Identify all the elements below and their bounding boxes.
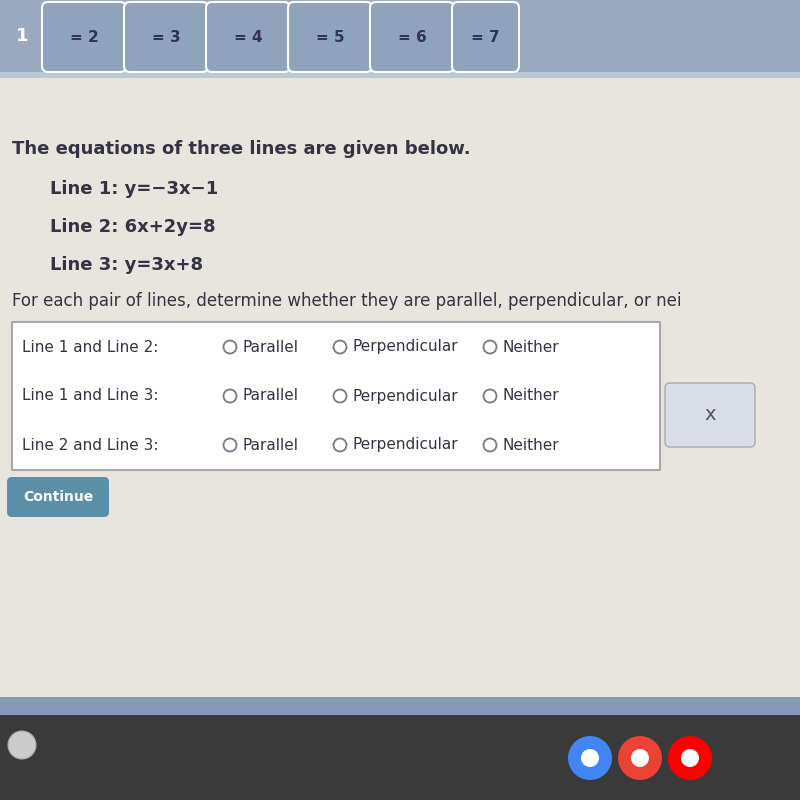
Circle shape xyxy=(223,438,237,451)
FancyBboxPatch shape xyxy=(665,383,755,447)
Circle shape xyxy=(223,390,237,402)
FancyBboxPatch shape xyxy=(288,2,372,72)
FancyBboxPatch shape xyxy=(0,715,800,800)
Circle shape xyxy=(8,731,36,759)
Text: Line 2 and Line 3:: Line 2 and Line 3: xyxy=(22,438,158,453)
Circle shape xyxy=(631,749,649,767)
Circle shape xyxy=(681,749,699,767)
Text: Parallel: Parallel xyxy=(242,438,298,453)
Text: = 7: = 7 xyxy=(471,30,500,45)
FancyBboxPatch shape xyxy=(452,2,519,72)
Text: Line 1: y=−3x−1: Line 1: y=−3x−1 xyxy=(50,180,218,198)
FancyBboxPatch shape xyxy=(12,322,660,470)
Text: x: x xyxy=(704,406,716,425)
FancyBboxPatch shape xyxy=(124,2,208,72)
Circle shape xyxy=(483,438,497,451)
Circle shape xyxy=(483,341,497,354)
Text: = 4: = 4 xyxy=(234,30,262,45)
Text: = 6: = 6 xyxy=(398,30,426,45)
Text: Line 1 and Line 2:: Line 1 and Line 2: xyxy=(22,339,158,354)
FancyBboxPatch shape xyxy=(0,70,800,78)
Circle shape xyxy=(223,341,237,354)
Circle shape xyxy=(334,390,346,402)
Circle shape xyxy=(618,736,662,780)
Text: Neither: Neither xyxy=(502,339,558,354)
Text: Line 3: y=3x+8: Line 3: y=3x+8 xyxy=(50,256,203,274)
Circle shape xyxy=(581,749,599,767)
Circle shape xyxy=(334,438,346,451)
Text: Perpendicular: Perpendicular xyxy=(352,389,458,403)
Circle shape xyxy=(483,390,497,402)
FancyBboxPatch shape xyxy=(0,697,800,715)
Circle shape xyxy=(568,736,612,780)
FancyBboxPatch shape xyxy=(7,477,109,517)
Text: 1: 1 xyxy=(16,27,28,45)
Text: Perpendicular: Perpendicular xyxy=(352,438,458,453)
FancyBboxPatch shape xyxy=(42,2,126,72)
FancyBboxPatch shape xyxy=(370,2,454,72)
Text: Continue: Continue xyxy=(23,490,93,504)
FancyBboxPatch shape xyxy=(0,0,800,72)
Text: = 3: = 3 xyxy=(152,30,180,45)
Text: The equations of three lines are given below.: The equations of three lines are given b… xyxy=(12,140,470,158)
Text: = 5: = 5 xyxy=(316,30,344,45)
Text: Line 2: 6x+2y=8: Line 2: 6x+2y=8 xyxy=(50,218,216,236)
FancyBboxPatch shape xyxy=(206,2,290,72)
Text: Neither: Neither xyxy=(502,389,558,403)
Text: Perpendicular: Perpendicular xyxy=(352,339,458,354)
Circle shape xyxy=(334,341,346,354)
Text: For each pair of lines, determine whether they are parallel, perpendicular, or n: For each pair of lines, determine whethe… xyxy=(12,292,682,310)
Text: Parallel: Parallel xyxy=(242,389,298,403)
Text: = 2: = 2 xyxy=(70,30,98,45)
Text: Parallel: Parallel xyxy=(242,339,298,354)
Text: Line 1 and Line 3:: Line 1 and Line 3: xyxy=(22,389,158,403)
FancyBboxPatch shape xyxy=(0,72,800,715)
Circle shape xyxy=(668,736,712,780)
Text: Neither: Neither xyxy=(502,438,558,453)
